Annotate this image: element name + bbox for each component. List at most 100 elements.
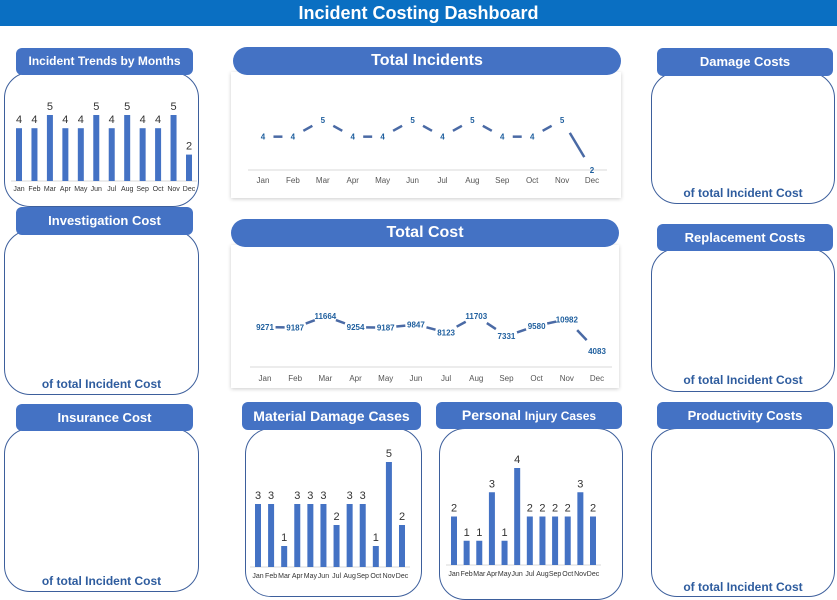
bar-jul [526, 516, 533, 565]
x-tick-label: Dec [590, 374, 604, 383]
material-damage-chart: 3 Jan 3 Feb 1 Mar 3 Apr 3 May 3 Jun 2 Jul 3 Aug 3 Sep 1 Oct… [250, 448, 410, 580]
data-label: 4 [380, 133, 385, 142]
bar-may [77, 128, 84, 181]
dashboard-title: Incident Costing Dashboard [0, 0, 837, 26]
bar-dec [186, 154, 192, 181]
data-label: 4 [351, 133, 356, 142]
bar-may [501, 540, 508, 565]
data-label: 3 [255, 490, 261, 502]
x-tick-label: Oct [370, 573, 381, 580]
x-tick-label: Mar [44, 186, 57, 193]
insurance-cost-footer: of total Incident Cost [41, 574, 162, 588]
bar-feb [268, 504, 275, 567]
total-cost-chart: 9271 Jan 9187 Feb 11664 Mar 9254 Apr 9187 May 9847… [250, 312, 612, 383]
data-label: 10982 [556, 315, 579, 324]
x-tick-label: Jul [332, 573, 341, 580]
data-label: 4 [16, 114, 22, 126]
data-label: 2 [527, 503, 533, 515]
productivity-costs-footer: of total Incident Cost [683, 580, 803, 594]
x-tick-label: Oct [153, 186, 164, 193]
data-label: 11664 [314, 312, 336, 321]
x-tick-label: Sep [499, 374, 514, 383]
x-tick-label: Feb [288, 374, 302, 383]
x-tick-label: Nov [560, 374, 574, 383]
damage-costs-header: Damage Costs [657, 48, 833, 76]
x-tick-label: Oct [526, 176, 539, 185]
x-tick-label: Feb [461, 571, 473, 578]
bar-feb [31, 128, 38, 181]
line-segment [426, 326, 436, 331]
data-label: 11703 [465, 312, 487, 321]
data-label: 2 [186, 141, 192, 153]
x-tick-label: Aug [465, 176, 479, 185]
data-label: 5 [386, 448, 392, 460]
data-label: 4 [291, 133, 296, 142]
data-label: 4 [261, 133, 266, 142]
data-label: 2 [451, 503, 457, 515]
material-damage-card: 3 Jan 3 Feb 1 Mar 3 Apr 3 May 3 Jun 2 Jul 3 Aug 3 Sep 1 Oct… [245, 428, 422, 597]
x-tick-label: Nov [555, 176, 569, 185]
data-label: 1 [476, 527, 482, 539]
x-tick-label: Mar [316, 176, 330, 185]
bar-oct [155, 128, 162, 181]
bar-jun [93, 115, 100, 181]
data-label: 2 [590, 503, 596, 515]
x-tick-label: Jun [91, 186, 102, 193]
data-label: 2 [333, 511, 339, 523]
line-segment [335, 318, 346, 325]
bar-jul [108, 128, 115, 181]
data-label: 3 [307, 490, 313, 502]
x-tick-label: May [304, 573, 318, 580]
x-tick-label: Mar [318, 374, 332, 383]
x-tick-label: Jan [448, 571, 459, 578]
replacement-costs-header: Replacement Costs [657, 224, 833, 251]
x-tick-label: Oct [530, 374, 543, 383]
bar-jan [16, 128, 22, 181]
data-label: 7331 [498, 332, 516, 341]
line-segment [305, 318, 316, 325]
bar-apr [62, 128, 69, 181]
personal-injury-card: 2 Jan 1 Feb 1 Mar 3 Apr 1 May 4 Jun 2 Jul 2 Aug 2 Sep 2 Oct… [439, 428, 623, 600]
investigation-cost-card: of total Incident Cost [4, 230, 199, 395]
line-segment [568, 132, 586, 158]
total-incidents-panel: 4 Jan 4 Feb 5 Mar 4 Apr 4 May 5 Jun 4 Jul 5 Aug 4 Sep 4 Oct… [231, 72, 621, 198]
data-label: 5 [470, 116, 475, 125]
x-tick-label: Apr [486, 571, 498, 578]
x-tick-label: Feb [286, 176, 300, 185]
bar-sep [359, 504, 366, 567]
data-label: 4 [514, 454, 520, 466]
data-label: 9187 [377, 324, 395, 333]
line-segment [452, 124, 463, 132]
personal-injury-title-bold: Personal [461, 407, 522, 423]
incident-trends-header: Incident Trends by Months [16, 48, 193, 75]
data-label: 3 [294, 490, 300, 502]
data-label: 2 [399, 511, 405, 523]
x-tick-label: Jun [318, 573, 329, 580]
productivity-costs-card: of total Incident Cost [651, 428, 835, 597]
bar-sep [552, 516, 559, 565]
x-tick-label: May [74, 186, 88, 193]
material-damage-header: Material Damage Cases [242, 402, 421, 430]
x-tick-label: Feb [28, 186, 40, 193]
bar-dec [399, 525, 405, 567]
data-label: 3 [489, 478, 495, 490]
data-label: 9847 [407, 321, 425, 330]
line-segment [516, 328, 527, 334]
data-label: 2 [539, 503, 545, 515]
line-segment [456, 320, 467, 328]
x-tick-label: Nov [574, 571, 587, 578]
x-tick-label: Dec [587, 571, 600, 578]
bar-may [307, 504, 314, 567]
data-label: 4 [109, 114, 115, 126]
data-label: 4 [78, 114, 84, 126]
damage-costs-card: of total Incident Cost [651, 72, 835, 204]
x-tick-label: May [498, 571, 512, 578]
data-label: 3 [360, 490, 366, 502]
data-label: 5 [47, 101, 53, 113]
x-tick-label: Jul [107, 186, 116, 193]
x-tick-label: Apr [292, 573, 304, 580]
x-tick-label: Aug [343, 573, 356, 580]
bar-jul [333, 525, 340, 567]
line-segment [332, 124, 343, 132]
data-label: 4083 [588, 347, 606, 356]
